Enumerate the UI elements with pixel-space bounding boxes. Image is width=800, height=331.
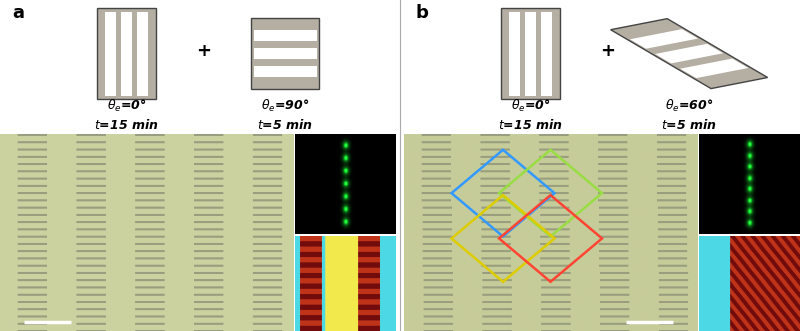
Bar (105, 12, 116, 96)
Bar (254, 30, 317, 41)
Bar (254, 48, 317, 59)
Polygon shape (655, 44, 723, 64)
Bar (501, 8, 561, 99)
Polygon shape (630, 29, 698, 49)
Bar (525, 12, 536, 96)
Bar (509, 12, 520, 96)
Text: $\theta_e$=0°: $\theta_e$=0° (511, 98, 550, 114)
Text: $\theta_e$=90°: $\theta_e$=90° (261, 98, 310, 114)
Polygon shape (610, 19, 768, 89)
Bar (121, 12, 132, 96)
Text: $\theta_e$=60°: $\theta_e$=60° (665, 98, 714, 114)
Bar (251, 18, 319, 89)
Text: $t$=15 min: $t$=15 min (94, 118, 159, 132)
Text: $t$=5 min: $t$=5 min (661, 118, 717, 132)
Bar (97, 8, 157, 99)
Text: $t$=5 min: $t$=5 min (257, 118, 313, 132)
Bar (541, 12, 553, 96)
Text: +: + (601, 42, 615, 60)
Text: +: + (197, 42, 211, 60)
Text: $\theta_e$=0°: $\theta_e$=0° (107, 98, 146, 114)
Bar (254, 66, 317, 77)
Text: $t$=15 min: $t$=15 min (498, 118, 563, 132)
Text: a: a (12, 4, 24, 22)
Text: b: b (416, 4, 429, 22)
Bar (137, 12, 149, 96)
Polygon shape (680, 59, 748, 78)
